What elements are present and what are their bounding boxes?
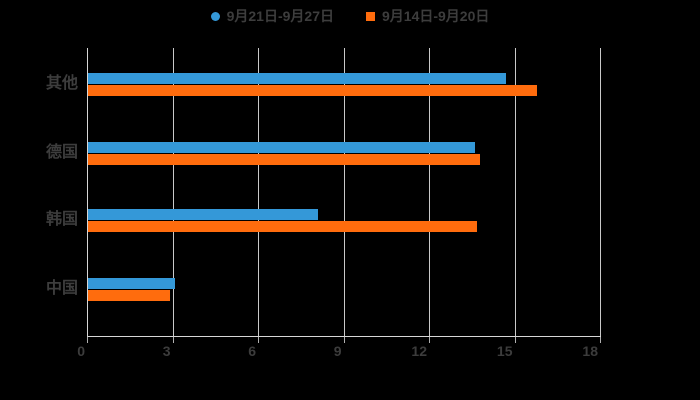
bar-blue-qita[interactable] xyxy=(88,72,506,84)
legend: 9月21日-9月27日 9月14日-9月20日 xyxy=(0,6,700,26)
category-label-qita: 其他 xyxy=(45,75,78,92)
category-label-zhongguo: 中国 xyxy=(45,280,78,297)
x-tick-mark xyxy=(258,337,259,343)
gridline xyxy=(429,48,430,337)
gridline xyxy=(343,48,345,337)
x-tick-label: 9 xyxy=(333,343,342,359)
legend-label: 9月21日-9月27日 xyxy=(226,8,334,24)
x-tick-mark xyxy=(87,337,88,343)
bar-orange-deguo[interactable] xyxy=(88,153,481,165)
legend-circle-marker-icon xyxy=(210,11,220,21)
gridline xyxy=(258,48,259,337)
x-axis-line xyxy=(87,336,601,337)
x-tick-mark xyxy=(514,337,516,343)
legend-item-week-sep14-20[interactable]: 9月14日-9月20日 xyxy=(366,7,489,25)
x-tick-label: 6 xyxy=(248,343,256,359)
x-tick-label: 12 xyxy=(411,343,427,359)
x-tick-label: 15 xyxy=(496,343,513,359)
y-axis-line xyxy=(87,48,88,337)
bar-orange-hanguo[interactable] xyxy=(88,220,478,232)
x-tick-mark xyxy=(343,337,345,343)
legend-square-marker-icon xyxy=(366,11,375,21)
x-tick-label: 18 xyxy=(582,343,598,359)
x-tick-mark xyxy=(600,337,601,343)
x-tick-mark xyxy=(172,337,174,343)
bar-blue-zhongguo[interactable] xyxy=(88,277,176,289)
x-tick-label: 3 xyxy=(162,343,171,359)
bar-blue-deguo[interactable] xyxy=(88,141,475,153)
gridline xyxy=(514,48,516,337)
legend-label: 9月14日-9月20日 xyxy=(382,8,490,24)
gridline xyxy=(172,48,174,337)
bar-blue-hanguo[interactable] xyxy=(88,208,318,220)
gridline xyxy=(600,48,601,337)
bar-orange-zhongguo[interactable] xyxy=(88,289,170,301)
category-label-deguo: 德国 xyxy=(45,144,78,161)
legend-item-week-sep21-27[interactable]: 9月21日-9月27日 xyxy=(210,7,334,25)
x-tick-mark xyxy=(429,337,430,343)
category-label-hanguo: 韩国 xyxy=(45,211,78,228)
x-tick-label: 0 xyxy=(77,343,85,359)
bar-orange-qita[interactable] xyxy=(88,84,538,96)
